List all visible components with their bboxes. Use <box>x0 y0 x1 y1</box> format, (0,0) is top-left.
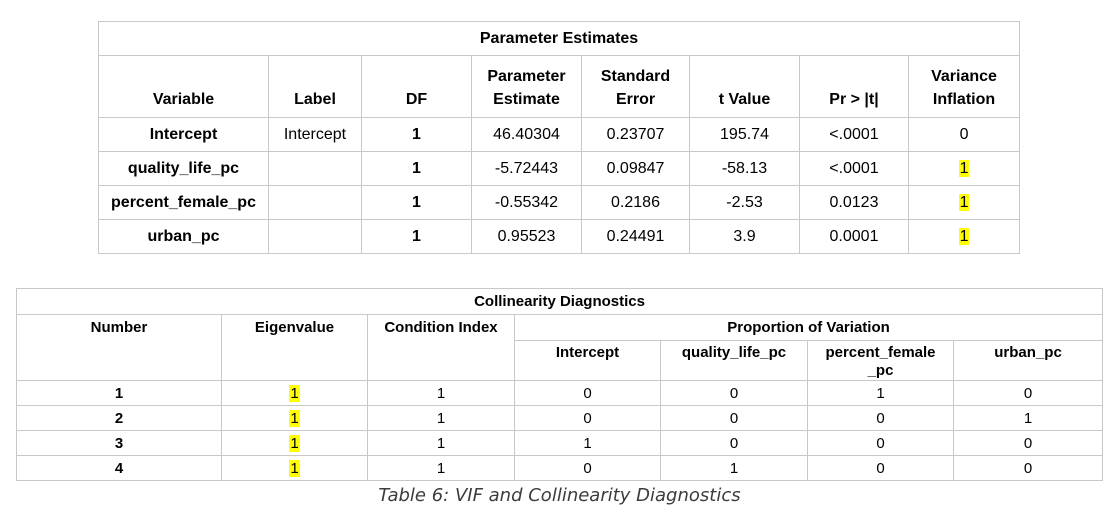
eigenvalue-cell: 1 <box>221 380 368 406</box>
vif-cell: 1 <box>907 219 1021 254</box>
column-header-variance-inflation: Variance Inflation <box>907 55 1021 118</box>
urban-pc-cell: 0 <box>952 380 1104 406</box>
vif-cell: 1 <box>907 151 1021 186</box>
vif-value-highlighted: 1 <box>958 159 970 177</box>
eigenvalue-cell: 1 <box>221 455 368 481</box>
df-cell: 1 <box>361 219 472 254</box>
column-header-quality-life-pc: quality_life_pc <box>660 340 808 381</box>
column-header-intercept: Intercept <box>514 340 661 381</box>
percent-female-pc-cell: 0 <box>807 430 954 456</box>
intercept-cell: 1 <box>514 430 661 456</box>
estimate-cell: -0.55342 <box>471 185 582 220</box>
column-header-eigenvalue: Eigenvalue <box>221 314 368 381</box>
std-error-cell: 0.09847 <box>581 151 690 186</box>
percent-female-pc-cell: 0 <box>807 455 954 481</box>
df-cell: 1 <box>361 185 472 220</box>
df-cell: 1 <box>361 117 472 152</box>
std-error-cell: 0.23707 <box>581 117 690 152</box>
number-cell: 3 <box>16 430 222 456</box>
table-row: quality_life_pc 1 -5.72443 0.09847 -58.1… <box>98 151 1021 186</box>
vif-value: 0 <box>959 125 969 143</box>
table-row: Intercept Intercept 1 46.40304 0.23707 1… <box>98 117 1021 152</box>
t-value-cell: 3.9 <box>689 219 800 254</box>
column-header-condition-index: Condition Index <box>367 314 515 381</box>
condition-index-cell: 1 <box>367 380 515 406</box>
table-row: 1 1 1 0 0 1 0 <box>16 380 1104 406</box>
column-header-df: DF <box>361 55 472 118</box>
table-row: 2 1 1 0 0 0 1 <box>16 405 1104 431</box>
column-header-variable: Variable <box>98 55 269 118</box>
number-cell: 1 <box>16 380 222 406</box>
eigenvalue-highlighted: 1 <box>289 409 300 427</box>
column-header-t-value: t Value <box>689 55 800 118</box>
pr-t-cell: <.0001 <box>799 117 909 152</box>
condition-index-cell: 1 <box>367 430 515 456</box>
parameter-estimates-title: Parameter Estimates <box>97 21 1021 56</box>
eigenvalue-highlighted: 1 <box>289 384 300 402</box>
percent-female-pc-cell: 0 <box>807 405 954 431</box>
table-caption: Table 6: VIF and Collinearity Diagnostic… <box>378 485 741 506</box>
estimate-cell: 46.40304 <box>471 117 582 152</box>
vif-value-highlighted: 1 <box>958 227 970 245</box>
urban-pc-cell: 1 <box>952 405 1104 431</box>
column-header-percent-female-pc: percent_female _pc <box>807 340 954 381</box>
eigenvalue-highlighted: 1 <box>289 459 300 477</box>
quality-life-pc-cell: 0 <box>660 380 808 406</box>
eigenvalue-cell: 1 <box>221 405 368 431</box>
percent-female-pc-cell: 1 <box>807 380 954 406</box>
collinearity-diagnostics-title: Collinearity Diagnostics <box>15 288 1104 315</box>
variable-cell: quality_life_pc <box>98 151 269 186</box>
label-cell <box>268 219 362 254</box>
intercept-cell: 0 <box>514 455 661 481</box>
column-header-proportion-of-variation: Proportion of Variation <box>513 314 1104 341</box>
intercept-cell: 0 <box>514 405 661 431</box>
eigenvalue-highlighted: 1 <box>289 434 300 452</box>
std-error-cell: 0.24491 <box>581 219 690 254</box>
variable-cell: urban_pc <box>98 219 269 254</box>
t-value-cell: -2.53 <box>689 185 800 220</box>
label-cell: Intercept <box>268 117 362 152</box>
t-value-cell: 195.74 <box>689 117 800 152</box>
vif-value-highlighted: 1 <box>958 193 970 211</box>
label-cell <box>268 151 362 186</box>
parameter-estimates-table: Parameter Estimates Variable Label DF Pa… <box>97 21 1021 254</box>
column-header-label: Label <box>268 55 362 118</box>
condition-index-cell: 1 <box>367 455 515 481</box>
df-cell: 1 <box>361 151 472 186</box>
column-header-parameter-estimate: Parameter Estimate <box>471 55 582 118</box>
number-cell: 4 <box>16 455 222 481</box>
eigenvalue-cell: 1 <box>221 430 368 456</box>
quality-life-pc-cell: 0 <box>660 405 808 431</box>
table-row: 3 1 1 1 0 0 0 <box>16 430 1104 456</box>
t-value-cell: -58.13 <box>689 151 800 186</box>
table-row: 4 1 1 0 1 0 0 <box>16 455 1104 481</box>
std-error-cell: 0.2186 <box>581 185 690 220</box>
vif-cell: 1 <box>907 185 1021 220</box>
urban-pc-cell: 0 <box>952 430 1104 456</box>
pr-t-cell: <.0001 <box>799 151 909 186</box>
label-cell <box>268 185 362 220</box>
column-header-urban-pc: urban_pc <box>952 340 1104 381</box>
column-header-number: Number <box>16 314 222 381</box>
intercept-cell: 0 <box>514 380 661 406</box>
column-header-standard-error: Standard Error <box>581 55 690 118</box>
urban-pc-cell: 0 <box>952 455 1104 481</box>
variable-cell: Intercept <box>98 117 269 152</box>
quality-life-pc-cell: 1 <box>660 455 808 481</box>
pr-t-cell: 0.0001 <box>799 219 909 254</box>
quality-life-pc-cell: 0 <box>660 430 808 456</box>
estimate-cell: -5.72443 <box>471 151 582 186</box>
table-row: urban_pc 1 0.95523 0.24491 3.9 0.0001 1 <box>98 219 1021 254</box>
table-row: percent_female_pc 1 -0.55342 0.2186 -2.5… <box>98 185 1021 220</box>
column-header-pr-t: Pr > |t| <box>799 55 909 118</box>
estimate-cell: 0.95523 <box>471 219 582 254</box>
vif-cell: 0 <box>907 117 1021 152</box>
variable-cell: percent_female_pc <box>98 185 269 220</box>
collinearity-diagnostics-table: Collinearity Diagnostics Number Eigenval… <box>15 288 1104 481</box>
number-cell: 2 <box>16 405 222 431</box>
condition-index-cell: 1 <box>367 405 515 431</box>
pr-t-cell: 0.0123 <box>799 185 909 220</box>
